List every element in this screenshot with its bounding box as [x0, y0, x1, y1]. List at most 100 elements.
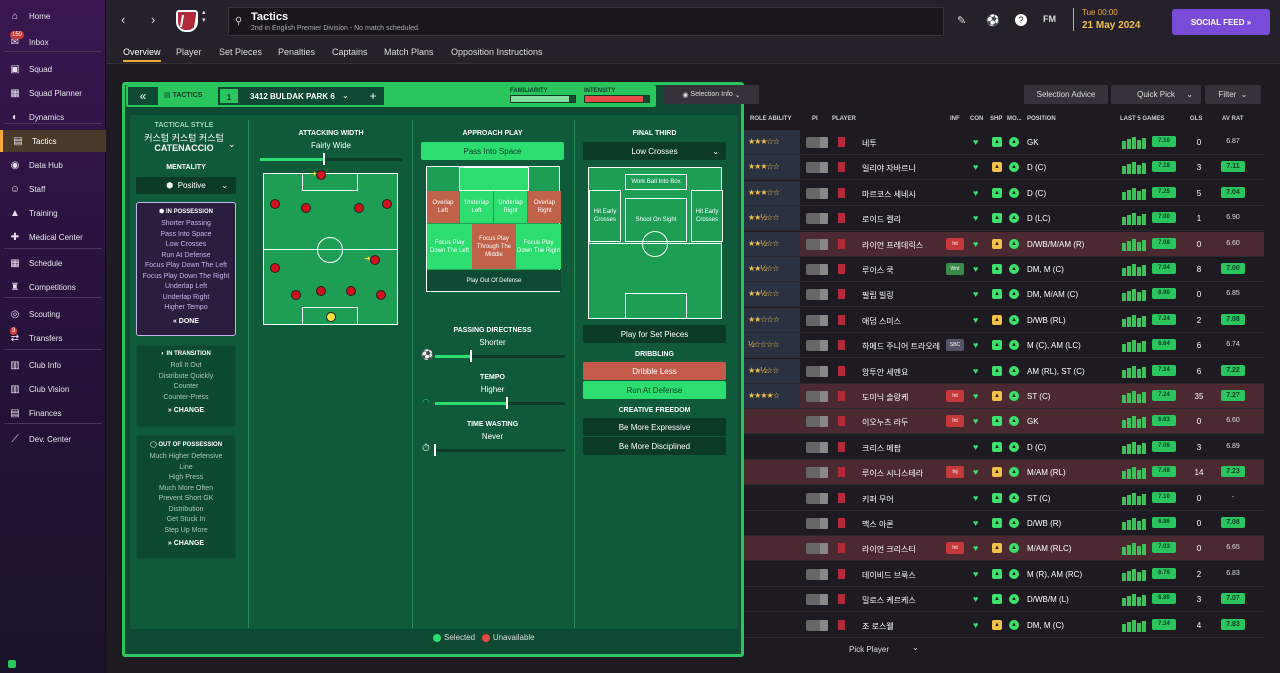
col-role-ability[interactable]: ROLE ABILITY: [750, 116, 792, 122]
table-row[interactable]: 조 로스웰 ♥ ▲ ▲ DM, M (C) 7.34 4 7.83: [744, 613, 1264, 638]
quick-pick-button[interactable]: Quick Pick ⌄: [1111, 85, 1201, 104]
pi-icon[interactable]: [806, 264, 822, 275]
club-crest[interactable]: [176, 10, 198, 32]
table-row[interactable]: 루이스 시니스테라 Inj ♥ ▲ ▲ M/AM (RL) 7.48 14 7.23: [744, 460, 1264, 486]
player-name[interactable]: 마르코스 세네시: [862, 189, 916, 199]
approach-zone[interactable]: Overlap Right: [528, 191, 561, 223]
col-con[interactable]: CON: [970, 116, 984, 122]
player-name[interactable]: 라이언 프레데릭스: [862, 240, 924, 250]
approach-zone[interactable]: Focus Play Down The Right: [516, 224, 561, 269]
approach-zone[interactable]: Underlap Right: [494, 191, 527, 223]
pi-icon[interactable]: [806, 619, 822, 631]
table-row[interactable]: 맥스 아론 ♥ ▲ ▲ D/WB (R) 6.86 0 7.08: [744, 511, 1264, 536]
forward-arrow-icon[interactable]: ›: [151, 12, 156, 27]
player-name[interactable]: 일리야 자바르니: [862, 164, 916, 174]
tab-overview[interactable]: Overview: [123, 47, 161, 62]
run-at-defense-button[interactable]: Run At Defense: [583, 381, 726, 399]
pi-icon[interactable]: [806, 467, 822, 479]
player-name[interactable]: 네투: [862, 139, 877, 148]
col-goals[interactable]: GLS: [1190, 116, 1203, 122]
table-row[interactable]: ★★☆☆☆ 애덤 스미스 ♥ ▲ ▲ D/WB (RL) 7.24 2 7.08: [744, 307, 1264, 333]
sidebar-item-dev-center[interactable]: ⟋ Dev. Center: [0, 428, 106, 450]
pi-icon[interactable]: [806, 213, 822, 225]
sidebar-item-staff[interactable]: ☺ Staff: [0, 178, 106, 200]
fm-menu-button[interactable]: FM: [1043, 14, 1056, 24]
pi-icon[interactable]: [806, 289, 822, 301]
pick-player-dropdown[interactable]: Pick Player ⌄: [832, 643, 922, 659]
done-button[interactable]: « DONE: [172, 317, 200, 325]
table-row[interactable]: 라이언 크리스티 Int ♥ ▲ ▲ M/AM (RLC) 7.03 0 6.65: [744, 536, 1264, 562]
pi-icon[interactable]: [806, 365, 822, 377]
filter-button[interactable]: Filter ⌄: [1205, 85, 1261, 104]
sidebar-item-club-info[interactable]: ▥ Club Info: [0, 354, 106, 376]
sidebar-item-training[interactable]: ▲ Training: [0, 202, 106, 224]
pi-toggle-icon[interactable]: [820, 314, 828, 326]
tab-match-plans[interactable]: Match Plans: [384, 47, 434, 57]
player-name[interactable]: 데이비드 브룩스: [862, 570, 916, 580]
player-name[interactable]: 루이스 시니스테라: [862, 469, 924, 479]
pi-toggle-icon[interactable]: [820, 391, 828, 402]
col-shp[interactable]: SHP: [990, 116, 1003, 122]
sidebar-item-club-vision[interactable]: ▥ Club Vision: [0, 378, 106, 400]
player-name[interactable]: 도미닉 솔랑케: [862, 393, 909, 402]
player-marker[interactable]: [301, 203, 311, 213]
sidebar-item-squad-planner[interactable]: ▦ Squad Planner: [0, 82, 106, 104]
table-row[interactable]: ★★½☆☆ 루이스 쿡 Wnt ♥ ▲ ▲ DM, M (C) 7.04 8 7.00: [744, 257, 1264, 282]
player-name[interactable]: 이오누츠 라두: [862, 418, 909, 428]
table-row[interactable]: ★★★★☆ 도미닉 솔랑케 Int ♥ ▲ ▲ ST (C) 7.24 35 7.27: [744, 384, 1264, 409]
out-of-possession-box[interactable]: ◯ OUT OF POSSESSION Much Higher Defensiv…: [136, 435, 236, 559]
col-position[interactable]: POSITION: [1027, 116, 1056, 122]
col-avg-rating[interactable]: AV RAT: [1222, 116, 1244, 122]
pi-toggle-icon[interactable]: [820, 238, 828, 250]
pi-icon[interactable]: [806, 137, 822, 148]
club-switch-icon[interactable]: ▴ ▾: [202, 9, 206, 24]
table-row[interactable]: ½☆☆☆☆ 하메드 주니어 트라오레 SBC ♥ ▲ ▲ M (C), AM (LC) 6.6…: [744, 333, 1264, 359]
time-wasting-slider[interactable]: [434, 444, 565, 456]
player-name[interactable]: 애덤 스미스: [862, 316, 902, 326]
mentality-dropdown[interactable]: ⬢ Positive ⌄: [136, 177, 236, 194]
collapse-button[interactable]: «: [128, 87, 158, 105]
pi-toggle-icon[interactable]: [820, 492, 828, 504]
table-row[interactable]: 키퍼 무어 ♥ ▲ ▲ ST (C) 7.10 0 -: [744, 486, 1264, 511]
table-row[interactable]: ★★½☆☆ 필립 빌링 ♥ ▲ ▲ DM, M/AM (C) 6.90 0 6.85: [744, 282, 1264, 308]
pi-icon[interactable]: [806, 238, 822, 250]
player-marker[interactable]: [270, 263, 280, 273]
final-third-zone[interactable]: Hit Early Crosses: [589, 190, 621, 242]
pi-toggle-icon[interactable]: [820, 264, 828, 275]
col-player[interactable]: PLAYER: [832, 116, 856, 122]
pi-toggle-icon[interactable]: [820, 441, 828, 453]
pi-toggle-icon[interactable]: [820, 619, 828, 631]
pi-toggle-icon[interactable]: [820, 187, 828, 199]
final-third-zone[interactable]: Hit Early Crosses: [691, 190, 723, 242]
sidebar-item-competitions[interactable]: ♜ Competitions: [0, 276, 106, 298]
player-name[interactable]: 루이스 쿡: [862, 266, 894, 275]
approach-zone[interactable]: Underlap Left: [460, 191, 493, 223]
pi-icon[interactable]: [806, 187, 822, 199]
player-name[interactable]: 로이드 켈리: [862, 215, 902, 225]
player-marker[interactable]: [382, 199, 392, 209]
edit-icon[interactable]: ✎: [957, 15, 967, 27]
pi-toggle-icon[interactable]: [820, 340, 828, 352]
approach-zone[interactable]: Play Out Of Defense: [427, 270, 561, 291]
pi-icon[interactable]: [806, 492, 822, 504]
player-name[interactable]: 필립 빌링: [862, 291, 894, 301]
pi-icon[interactable]: [806, 391, 822, 402]
sidebar-item-squad[interactable]: ▣ Squad: [0, 58, 106, 80]
col-morale[interactable]: MO...: [1007, 116, 1022, 122]
pi-icon[interactable]: [806, 314, 822, 326]
gameplay-icon[interactable]: ⚽: [986, 15, 1000, 27]
player-marker[interactable]: [316, 286, 326, 296]
pi-toggle-icon[interactable]: [820, 137, 828, 148]
tab-penalties[interactable]: Penalties: [278, 47, 316, 57]
sidebar-item-home[interactable]: ⌂ Home: [0, 5, 106, 27]
tab-set-pieces[interactable]: Set Pieces: [219, 47, 263, 57]
sidebar-item-dynamics[interactable]: ◐ Dynamics: [0, 106, 106, 128]
sidebar-item-inbox[interactable]: ✉ 150 Inbox: [0, 31, 106, 53]
player-marker[interactable]: [346, 286, 356, 296]
pi-icon[interactable]: [806, 568, 822, 580]
selection-info-dropdown[interactable]: ◉ Selection Info ⌄: [664, 85, 759, 104]
approach-zone[interactable]: Focus Play Down The Left: [427, 224, 472, 269]
player-marker[interactable]: [376, 290, 386, 300]
player-name[interactable]: 키퍼 무어: [862, 494, 894, 504]
player-marker[interactable]: [370, 255, 380, 265]
